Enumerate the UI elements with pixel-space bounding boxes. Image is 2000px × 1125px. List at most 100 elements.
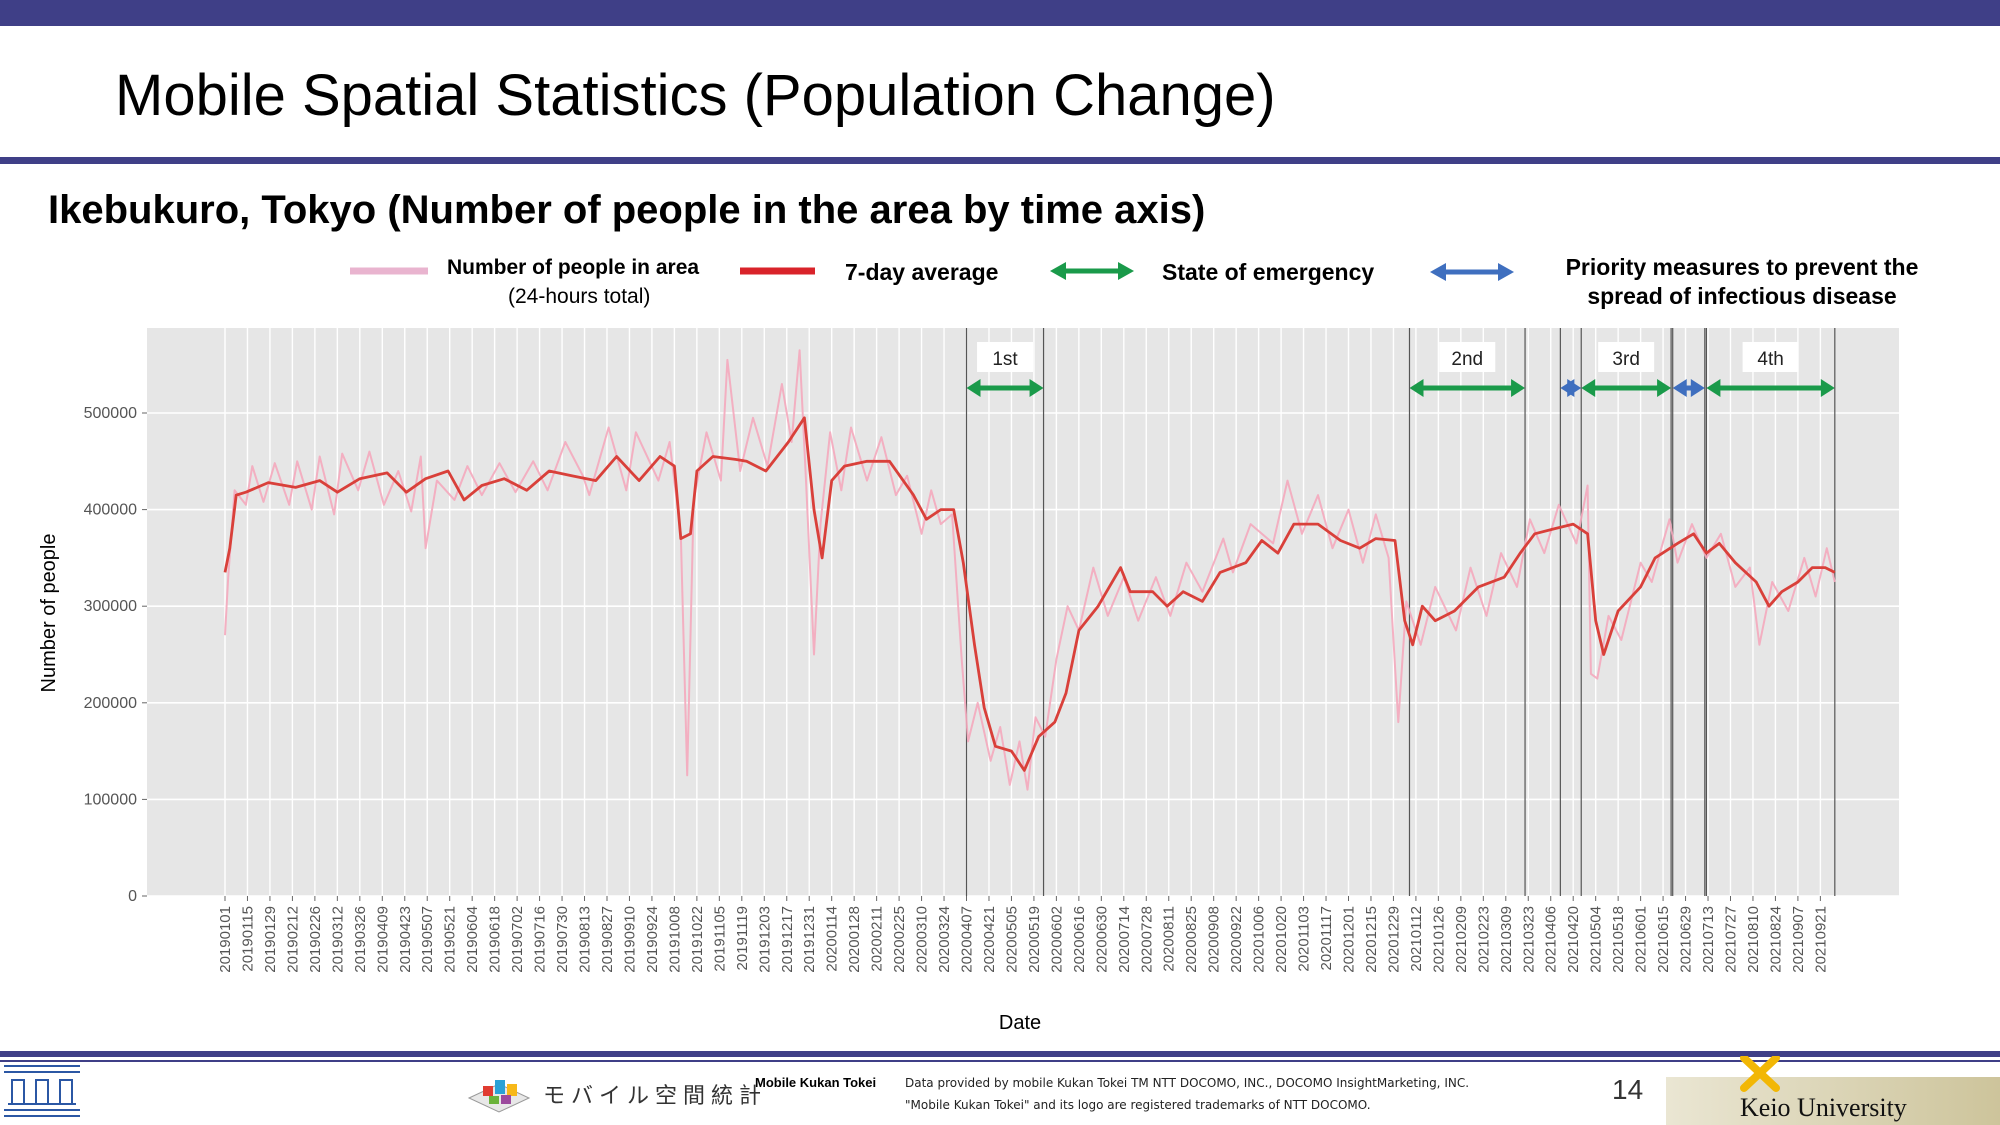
x-tick-label: 20190507 xyxy=(419,906,436,973)
emergency-period-arrow-head-right xyxy=(1029,379,1044,397)
x-tick-label: 20210824 xyxy=(1767,906,1784,973)
x-tick-label: 20200811 xyxy=(1161,906,1178,972)
data-credit-line-2: "Mobile Kukan Tokei" and its logo are re… xyxy=(905,1098,1371,1112)
chart-subtitle: Ikebukuro, Tokyo (Number of people in th… xyxy=(48,188,1206,232)
x-tick-label: 20210420 xyxy=(1565,906,1582,973)
period-label: 2nd xyxy=(1451,349,1483,370)
x-tick-label: 20200421 xyxy=(981,906,998,973)
x-tick-label: 20190618 xyxy=(487,906,504,973)
page-title: Mobile Spatial Statistics (Population Ch… xyxy=(115,63,1276,128)
x-tick-label: 20190115 xyxy=(239,906,256,972)
x-tick-label: 20200728 xyxy=(1138,906,1155,973)
priority-period-arrow xyxy=(1560,379,1582,397)
top-brand-bar xyxy=(0,0,2000,26)
emergency-period-arrow xyxy=(1581,379,1672,397)
priority-period-arrow-head-left xyxy=(1672,379,1687,397)
x-tick-label: 20210309 xyxy=(1498,906,1515,973)
x-tick-label: 20200324 xyxy=(936,906,953,973)
x-tick-label: 20210518 xyxy=(1610,906,1627,973)
y-tick-label: 500000 xyxy=(84,405,137,422)
x-tick-label: 20210907 xyxy=(1790,906,1807,973)
priority-period-arrow xyxy=(1672,379,1705,397)
x-tick-label: 20200505 xyxy=(1003,906,1020,973)
x-tick-label: 20210223 xyxy=(1475,906,1492,973)
emergency-period-arrow-head-left xyxy=(1409,379,1424,397)
x-tick-label: 20201020 xyxy=(1273,906,1290,973)
x-tick-label: 20201201 xyxy=(1341,906,1358,973)
x-tick-label: 20200407 xyxy=(959,906,976,973)
x-tick-label: 20210601 xyxy=(1633,906,1650,973)
y-tick-label: 400000 xyxy=(84,502,137,519)
title-divider xyxy=(0,157,2000,164)
y-tick-label: 200000 xyxy=(84,695,137,712)
x-tick-label: 20200825 xyxy=(1183,906,1200,973)
series-7-day-average xyxy=(223,416,1836,772)
emergency-period-arrow-head-right xyxy=(1657,379,1672,397)
legend-daily-sublabel: (24-hours total) xyxy=(508,285,650,308)
x-tick-label: 20200225 xyxy=(891,906,908,973)
x-tick-label: 20190409 xyxy=(374,906,391,973)
population-chart: Number of people in area (24-hours total… xyxy=(38,254,1918,1034)
axes: 0 100000 200000 300000 400000 500000 20190101 2… xyxy=(84,405,1830,973)
x-tick-label: 20210713 xyxy=(1700,906,1717,973)
x-tick-label: 20201006 xyxy=(1251,906,1268,973)
period-label-box xyxy=(1598,342,1655,372)
footer-divider-thin xyxy=(0,1060,2000,1062)
period-label: 3rd xyxy=(1612,349,1639,370)
legend-priority-arrow xyxy=(1430,263,1514,281)
x-tick-label: 20191217 xyxy=(779,906,796,973)
x-tick-label: 20210126 xyxy=(1430,906,1447,973)
x-tick-label: 20190702 xyxy=(509,906,526,973)
period-markers: 1st 2nd 3rd 4th xyxy=(965,328,1836,896)
emergency-period-arrow xyxy=(1409,379,1526,397)
x-tick-label: 20190910 xyxy=(621,906,638,973)
grid-lines xyxy=(147,328,1899,897)
x-axis-label: Date xyxy=(999,1012,1041,1034)
legend-avg-label: 7-day average xyxy=(845,259,998,285)
priority-period-arrow-head-right xyxy=(1690,379,1705,397)
x-tick-label: 20191231 xyxy=(801,906,818,973)
keio-banner xyxy=(1666,1077,2000,1125)
x-tick-label: 20190326 xyxy=(352,906,369,973)
chart-legend: Number of people in area (24-hours total… xyxy=(350,254,1918,309)
x-tick-label: 20190924 xyxy=(644,906,661,973)
x-tick-label: 20190423 xyxy=(397,906,414,973)
x-tick-label: 20200310 xyxy=(914,906,931,973)
legend-emergency-arrow xyxy=(1050,262,1134,280)
x-tick-label: 20210615 xyxy=(1655,906,1672,973)
x-tick-label: 20191008 xyxy=(666,906,683,973)
x-tick-label: 20210810 xyxy=(1745,906,1762,973)
page-number: 14 xyxy=(1612,1074,1644,1105)
y-axis-label: Number of people xyxy=(38,534,60,693)
period-label-box xyxy=(1742,342,1799,372)
x-tick-label: 20190129 xyxy=(262,906,279,973)
x-tick-label: 20191119 xyxy=(734,906,751,971)
x-tick-label: 20210629 xyxy=(1678,906,1695,973)
data-credit-line-1: Data provided by mobile Kukan Tokei TM N… xyxy=(905,1076,1470,1090)
x-tick-label: 20201103 xyxy=(1296,906,1313,972)
mkt-japanese-name: モバイル空間統計 xyxy=(543,1084,768,1109)
plot-background xyxy=(147,328,1899,896)
period-label: 4th xyxy=(1757,349,1783,370)
legend-daily-label: Number of people in area xyxy=(447,256,699,279)
x-tick-label: 20200519 xyxy=(1026,906,1043,973)
emergency-period-arrow-head-right xyxy=(1511,379,1526,397)
x-tick-label: 20190716 xyxy=(532,906,549,973)
emergency-period-arrow-head-right xyxy=(1820,379,1835,397)
x-tick-label: 20201117 xyxy=(1318,906,1335,971)
y-tick-label: 100000 xyxy=(84,791,137,808)
lab-logo xyxy=(4,1065,80,1117)
x-tick-label: 20200616 xyxy=(1071,906,1088,973)
period-label-box xyxy=(977,342,1034,372)
x-tick-label: 20200211 xyxy=(869,906,886,972)
mobile-kukan-tokei-logo xyxy=(467,1080,531,1113)
x-tick-label: 20201229 xyxy=(1385,906,1402,973)
y-tick-label: 0 xyxy=(128,888,137,905)
period-label: 1st xyxy=(992,349,1018,370)
x-tick-label: 20200114 xyxy=(824,906,841,972)
x-tick-label: 20190212 xyxy=(284,906,301,973)
data-series xyxy=(223,349,1836,791)
legend-priority-label-1: Priority measures to prevent the xyxy=(1566,254,1919,280)
mkt-english-name: Mobile Kukan Tokei xyxy=(755,1075,877,1090)
emergency-period-arrow xyxy=(966,379,1044,397)
